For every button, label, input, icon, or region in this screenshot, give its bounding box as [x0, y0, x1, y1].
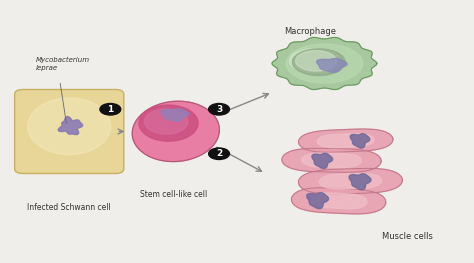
Polygon shape — [132, 101, 219, 161]
Polygon shape — [299, 129, 393, 152]
Polygon shape — [318, 134, 374, 148]
Polygon shape — [307, 193, 328, 209]
Polygon shape — [286, 44, 363, 83]
Polygon shape — [290, 49, 340, 73]
Polygon shape — [145, 109, 188, 134]
Text: 1: 1 — [107, 105, 113, 114]
Text: Macrophage: Macrophage — [284, 27, 336, 36]
Text: Infected Schwann cell: Infected Schwann cell — [27, 204, 111, 213]
Polygon shape — [299, 168, 402, 194]
Polygon shape — [161, 109, 189, 121]
Circle shape — [209, 148, 229, 159]
Polygon shape — [139, 105, 198, 141]
Polygon shape — [272, 37, 377, 89]
Polygon shape — [295, 51, 337, 71]
Polygon shape — [282, 148, 381, 172]
Polygon shape — [319, 174, 382, 189]
Polygon shape — [292, 188, 386, 214]
Text: Mycobacterium
leprae: Mycobacterium leprae — [36, 57, 90, 70]
Polygon shape — [350, 134, 370, 148]
Polygon shape — [292, 49, 345, 75]
Polygon shape — [28, 98, 111, 155]
Circle shape — [209, 104, 229, 115]
FancyBboxPatch shape — [15, 89, 124, 174]
Polygon shape — [312, 153, 333, 169]
Polygon shape — [349, 174, 371, 190]
Circle shape — [100, 104, 121, 115]
Polygon shape — [302, 153, 361, 168]
Text: Muscle cells: Muscle cells — [382, 232, 433, 241]
Text: 2: 2 — [216, 149, 222, 158]
Text: Stem cell-like cell: Stem cell-like cell — [139, 190, 207, 199]
Polygon shape — [317, 58, 347, 72]
Text: 3: 3 — [216, 105, 222, 114]
Polygon shape — [310, 193, 367, 209]
Polygon shape — [58, 117, 82, 135]
